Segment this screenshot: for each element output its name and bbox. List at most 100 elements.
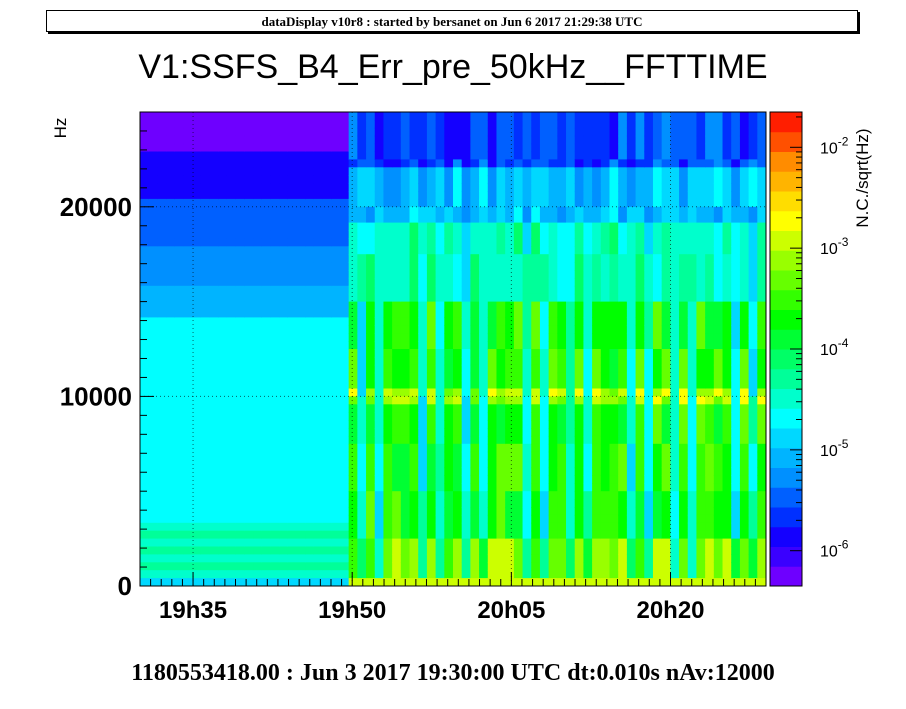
heatmap-cell (418, 167, 428, 176)
heatmap-cell (339, 167, 350, 176)
heatmap-cell (470, 499, 480, 508)
heatmap-cell (140, 198, 150, 208)
heatmap-cell (444, 412, 454, 421)
heatmap-cell (226, 538, 237, 548)
heatmap-cell (626, 396, 637, 405)
heatmap-cell (305, 206, 315, 216)
heatmap-cell (531, 246, 541, 255)
heatmap-cell (392, 514, 402, 524)
heatmap-cell (626, 277, 637, 287)
heatmap-cell (435, 309, 445, 318)
heatmap-cell (574, 380, 585, 390)
heatmap-cell (357, 301, 367, 311)
heatmap-cell (461, 309, 471, 318)
heatmap-cell (392, 380, 402, 390)
heatmap-cell (731, 507, 741, 516)
heatmap-cell (513, 198, 524, 208)
heatmap-cell (183, 135, 193, 145)
heatmap-cell (374, 238, 385, 247)
heatmap-cell (522, 246, 532, 255)
heatmap-cell (235, 127, 245, 137)
heatmap-cell (505, 443, 515, 453)
heatmap-cell (235, 317, 245, 326)
heatmap-cell (757, 522, 766, 532)
heatmap-cell (157, 380, 167, 390)
heatmap-cell (374, 198, 385, 208)
heatmap-cell (722, 356, 732, 366)
heatmap-cell (522, 364, 532, 374)
heatmap-cell (296, 238, 306, 247)
heatmap-cell (592, 238, 602, 247)
heatmap-cell (583, 317, 593, 326)
heatmap-cell (713, 546, 724, 555)
heatmap-cell (209, 317, 219, 326)
heatmap-cell (453, 499, 463, 508)
heatmap-cell (331, 538, 341, 548)
heatmap-cell (548, 325, 558, 334)
heatmap-cell (453, 507, 463, 516)
heatmap-cell (166, 420, 176, 429)
heatmap-cell (670, 333, 680, 342)
heatmap-cell (192, 522, 202, 532)
heatmap-cell (566, 499, 576, 508)
heatmap-cell (157, 293, 167, 303)
heatmap-cell (531, 570, 541, 579)
heatmap-cell (496, 341, 506, 350)
heatmap-cell (183, 112, 193, 121)
heatmap-cell (192, 135, 202, 145)
heatmap-cell (426, 562, 437, 571)
heatmap-cell (400, 191, 411, 200)
heatmap-cell (279, 451, 289, 461)
heatmap-cell (374, 112, 385, 121)
heatmap-cell (235, 356, 245, 366)
heatmap-cell (505, 514, 515, 524)
heatmap-cell (174, 175, 185, 184)
heatmap-cell (339, 467, 350, 476)
heatmap-cell (157, 562, 167, 571)
heatmap-cell (435, 428, 445, 437)
heatmap-cell (374, 285, 385, 295)
heatmap-cell (392, 530, 402, 540)
heatmap-cell (713, 514, 724, 524)
heatmap-cell (522, 546, 532, 555)
heatmap-cell (418, 483, 428, 492)
heatmap-cell (635, 428, 645, 437)
heatmap-cell (253, 499, 263, 508)
heatmap-cell (496, 388, 506, 397)
heatmap-cell (505, 467, 515, 476)
heatmap-cell (713, 198, 724, 208)
heatmap-cell (200, 277, 211, 287)
heatmap-cell (226, 514, 237, 524)
heatmap-cell (418, 293, 428, 303)
heatmap-cell (748, 262, 758, 271)
heatmap-cell (705, 341, 715, 350)
heatmap-cell (557, 380, 567, 390)
heatmap-cell (505, 404, 515, 413)
heatmap-cell (366, 562, 376, 571)
heatmap-cell (748, 175, 758, 184)
heatmap-cell (618, 578, 628, 586)
heatmap-cell (305, 467, 315, 476)
heatmap-cell (496, 396, 506, 405)
colorbar-tick-label: 10-6 (820, 538, 849, 561)
heatmap-cell (261, 246, 272, 255)
heatmap-cell (661, 499, 671, 508)
heatmap-cell (539, 412, 550, 421)
heatmap-cell (157, 143, 167, 153)
heatmap-cell (200, 127, 211, 137)
heatmap-cell (513, 443, 524, 453)
heatmap-cell (322, 309, 332, 318)
heatmap-cell (348, 483, 358, 492)
heatmap-cell (287, 522, 298, 532)
heatmap-cell (357, 285, 367, 295)
heatmap-cell (348, 135, 358, 145)
heatmap-cell (522, 499, 532, 508)
heatmap-cell (487, 159, 498, 168)
heatmap-cell (261, 578, 272, 586)
heatmap-cell (261, 309, 272, 318)
heatmap-cell (583, 222, 593, 232)
heatmap-cell (226, 396, 237, 405)
heatmap-cell (548, 167, 558, 176)
heatmap-cell (557, 191, 567, 200)
heatmap-cell (635, 159, 645, 168)
